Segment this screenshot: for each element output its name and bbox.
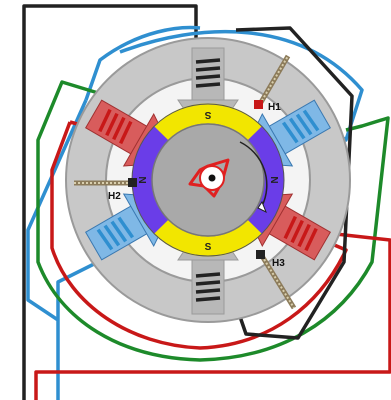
- hall-sensor-h2-tip: [128, 178, 137, 187]
- green-wire-outer: [36, 80, 390, 362]
- pole-upper-left: [85, 99, 161, 167]
- pole-label-bottom: S: [205, 242, 212, 253]
- black-wire-right: [234, 26, 354, 340]
- hall-sensor-h1-tip: [254, 100, 263, 109]
- magnet-segment-top: [153, 103, 263, 141]
- hall-label-h2: H2: [108, 191, 121, 202]
- black-wire-top: [22, 4, 198, 400]
- pole-lower-left: [85, 193, 161, 261]
- pole-label-right: N: [268, 176, 279, 183]
- rotor-position-mark: [188, 158, 230, 198]
- magnet-pole-labels: S N S N: [138, 109, 279, 253]
- magnet-segment-bottom: [153, 219, 263, 257]
- hall-label-h3: H3: [272, 258, 285, 269]
- blue-wire-outer: [26, 29, 364, 400]
- hall-label-h1: H1: [268, 102, 281, 113]
- rotor: [131, 103, 285, 257]
- pole-label-top: S: [204, 109, 211, 120]
- wiring: [22, 4, 391, 400]
- shaft-center: [208, 174, 216, 182]
- pole-label-left: N: [138, 176, 149, 183]
- rotation-arrowhead: [257, 200, 267, 214]
- hall-sensors: H1 H2 H3: [74, 54, 297, 310]
- rotation-arrow: [239, 141, 268, 207]
- pole-upper-right: [255, 99, 331, 167]
- hall-sensor-h3-probe: [259, 254, 297, 310]
- hall-sensor-h3-tip: [256, 250, 265, 259]
- blue-wire-top-arc: [84, 25, 201, 101]
- red-wire-bottom: [34, 230, 391, 400]
